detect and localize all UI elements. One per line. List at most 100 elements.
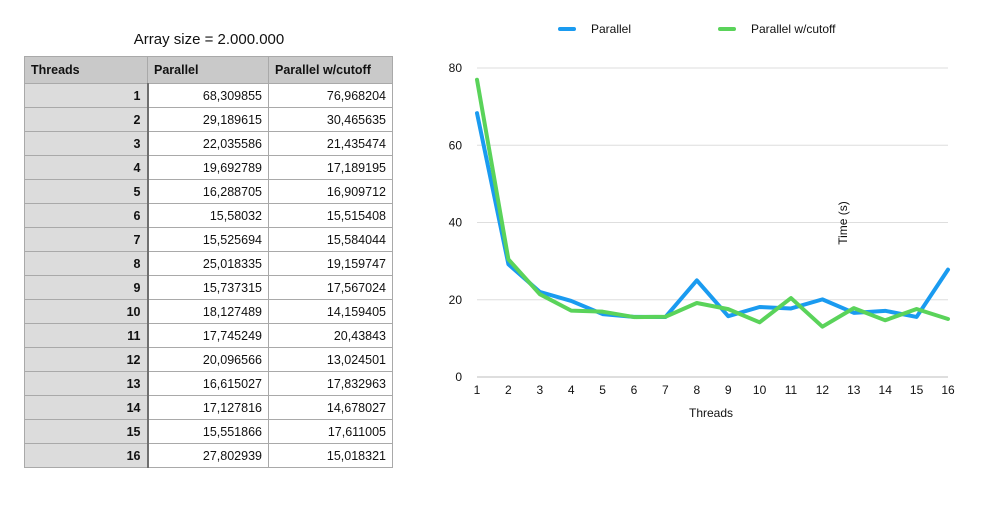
data-point [790,307,792,309]
parallel-cutoff-cell: 13,024501 [268,347,393,372]
parallel-cell: 15,551866 [147,419,269,444]
x-axis-ticks: 1 2 3 4 5 6 7 8 9 10 11 12 13 14 15 16 [474,383,955,397]
threads-cell: 4 [24,155,149,180]
parallel-cutoff-cell: 15,515408 [268,203,393,228]
table-row: 6 15,58032 15,515408 [24,203,393,228]
data-point [476,79,478,81]
parallel-cell: 25,018335 [147,251,269,276]
y-tick-label: 20 [449,293,463,307]
parallel-cell: 68,309855 [147,83,269,108]
data-point [947,269,949,271]
data-point [507,258,509,260]
x-tick-label: 8 [693,383,700,397]
threads-cell: 3 [24,131,149,156]
table-row: 1 68,309855 76,968204 [24,83,393,108]
table-row: 12 20,096566 13,024501 [24,347,393,372]
series-line-0 [475,111,950,320]
column-header-threads: Threads [24,56,148,84]
parallel-cell: 15,737315 [147,275,269,300]
parallel-cell: 17,127816 [147,395,269,420]
parallel-cell: 17,745249 [147,323,269,348]
parallel-cell: 18,127489 [147,299,269,324]
parallel-cutoff-cell: 15,018321 [268,443,393,468]
x-axis-label: Threads [689,406,733,420]
parallel-cutoff-cell: 19,159747 [268,251,393,276]
threads-cell: 6 [24,203,149,228]
table-title: Array size = 2.000.000 [133,31,285,48]
data-point [916,308,918,310]
parallel-cell: 29,189615 [147,107,269,132]
data-point [727,308,729,310]
legend-label: Parallel [591,22,631,36]
parallel-cutoff-cell: 17,611005 [268,419,393,444]
threads-cell: 5 [24,179,149,204]
y-tick-label: 40 [449,216,463,230]
parallel-cell: 19,692789 [147,155,269,180]
parallel-cell: 20,096566 [147,347,269,372]
table-row: 9 15,737315 17,567024 [24,275,393,300]
parallel-cell: 16,288705 [147,179,269,204]
threads-cell: 9 [24,275,149,300]
table-row: 11 17,745249 20,43843 [24,323,393,348]
table-row: 16 27,802939 15,018321 [24,443,393,468]
parallel-cell: 15,525694 [147,227,269,252]
table-row: 4 19,692789 17,189195 [24,155,393,180]
parallel-cutoff-cell: 20,43843 [268,323,393,348]
threads-cell: 10 [24,299,149,324]
table-row: 5 16,288705 16,909712 [24,179,393,204]
data-point [759,321,761,323]
parallel-cutoff-cell: 76,968204 [268,83,393,108]
parallel-cutoff-cell: 17,189195 [268,155,393,180]
data-point [602,311,604,313]
x-tick-label: 10 [753,383,767,397]
table-row: 10 18,127489 14,159405 [24,299,393,324]
parallel-cutoff-cell: 17,567024 [268,275,393,300]
data-point [696,302,698,304]
table-row: 2 29,189615 30,465635 [24,107,393,132]
x-tick-label: 3 [536,383,543,397]
table-row: 14 17,127816 14,678027 [24,395,393,420]
parallel-cutoff-cell: 14,159405 [268,299,393,324]
x-tick-label: 1 [474,383,481,397]
threads-cell: 15 [24,419,149,444]
parallel-cutoff-cell: 17,832963 [268,371,393,396]
data-point [602,313,604,315]
data-table: Threads Parallel Parallel w/cutoff 1 68,3… [24,56,393,468]
data-point [570,310,572,312]
table-row: 13 16,615027 17,832963 [24,371,393,396]
chart-series [475,77,950,329]
data-point [696,279,698,281]
table-row: 15 15,551866 17,611005 [24,419,393,444]
data-point [664,316,666,318]
x-tick-label: 15 [910,383,924,397]
x-tick-label: 7 [662,383,669,397]
data-point [539,293,541,295]
x-tick-label: 13 [847,383,861,397]
data-point [727,315,729,317]
x-tick-label: 11 [785,383,798,397]
threads-cell: 11 [24,323,149,348]
column-header-parallel: Parallel [147,56,269,84]
threads-cell: 8 [24,251,149,276]
threads-cell: 16 [24,443,149,468]
data-point [821,326,823,328]
series-line-1 [475,77,950,329]
chart-legend: Parallel Parallel w/cutoff [558,22,836,36]
data-point [884,319,886,321]
chart-grid [477,67,948,378]
table-row: 8 25,018335 19,159747 [24,251,393,276]
y-axis-label: Time (s) [836,201,850,245]
table-row: 3 22,035586 21,435474 [24,131,393,156]
y-tick-label: 80 [449,61,463,75]
parallel-cell: 22,035586 [147,131,269,156]
table-row: 7 15,525694 15,584044 [24,227,393,252]
parallel-cutoff-cell: 21,435474 [268,131,393,156]
parallel-cutoff-cell: 14,678027 [268,395,393,420]
data-point [916,316,918,318]
table-body: 1 68,309855 76,968204 2 29,189615 30,465635 3 2… [24,83,393,468]
x-tick-label: 6 [631,383,638,397]
data-point [476,112,478,114]
y-axis-ticks: 0 20 40 60 80 [449,61,463,384]
data-point [759,306,761,308]
